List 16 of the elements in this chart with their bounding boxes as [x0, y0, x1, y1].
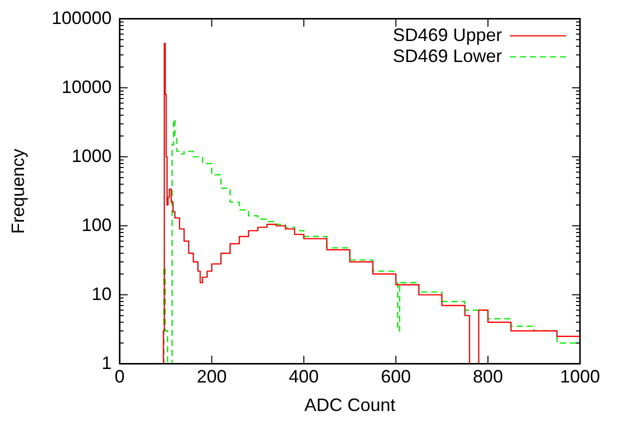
- x-axis-title: ADC Count: [304, 395, 396, 416]
- y-tick-label: 1: [102, 352, 112, 373]
- y-tick-label: 100: [82, 214, 112, 235]
- legend-label: SD469 Lower: [392, 46, 502, 66]
- y-tick-label: 1000: [72, 146, 112, 166]
- y-tick-label: 10: [92, 284, 112, 304]
- y-tick-label: 10000: [62, 76, 112, 97]
- x-tick-label: 600: [380, 366, 411, 387]
- y-tick-label: 100000: [52, 8, 112, 28]
- x-tick-label: 400: [288, 366, 319, 387]
- x-tick-label: 0: [114, 366, 125, 387]
- legend-label: SD469 Upper: [392, 24, 502, 45]
- x-tick-label: 800: [472, 366, 503, 387]
- x-tick-label: 200: [196, 366, 227, 387]
- x-tick-label: 1000: [560, 366, 600, 387]
- y-axis-title: Frequency: [8, 148, 28, 234]
